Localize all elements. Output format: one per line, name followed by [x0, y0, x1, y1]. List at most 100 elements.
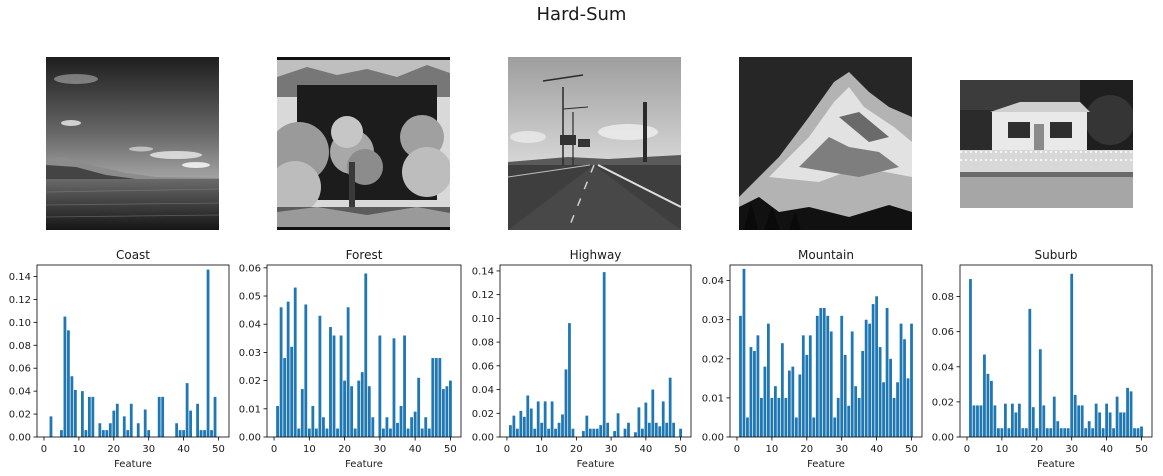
mountain-bar-29 — [836, 397, 840, 437]
mountain-bar-33 — [850, 331, 854, 437]
forest-chart: Forest 0 10 20 30 40 50 0.00 0.01 0.02 0.03 0.04 0.0… — [239, 248, 462, 470]
highway-bar-50 — [679, 428, 682, 437]
suburb-bar-13 — [1010, 403, 1014, 437]
highway-bar-14 — [554, 428, 557, 437]
mountain-bar-38 — [868, 323, 872, 437]
suburb-bar-36 — [1091, 428, 1095, 437]
mountain-xtick-label-20: 20 — [800, 444, 813, 455]
forest-bar-49 — [445, 386, 449, 437]
highway-ytick-label-0: 0.00 — [472, 433, 494, 444]
mountain-bar-19 — [801, 335, 805, 437]
coast-ytick-label-1: 0.02 — [9, 410, 31, 421]
coast-xtick-label-20: 20 — [107, 444, 120, 455]
suburb-bar-45 — [1122, 412, 1126, 437]
suburb-bar-34 — [1084, 428, 1088, 437]
suburb-bar-40 — [1105, 403, 1109, 437]
forest-bar-46 — [434, 358, 438, 437]
suburb-bar-50 — [1140, 426, 1143, 437]
highway-bar-28 — [602, 272, 606, 437]
mountain-bar-44 — [889, 358, 892, 437]
coast-ytick-label-0: 0.00 — [9, 433, 31, 444]
mountain-bar-3 — [746, 417, 749, 437]
suburb-bar-48 — [1133, 428, 1136, 437]
coast-ytick-label-6: 0.12 — [9, 295, 31, 306]
mountain-bar-23 — [815, 315, 819, 437]
coast-bar-9 — [74, 389, 77, 437]
highway-xtick-label-10: 10 — [535, 444, 548, 455]
highway-bar-9 — [536, 401, 540, 437]
coast-bar-29 — [143, 409, 147, 437]
forest-bar-8 — [300, 389, 304, 437]
forest-xtick-label-30: 30 — [374, 444, 387, 455]
forest-bar-39 — [410, 417, 414, 437]
forest-bar-22 — [350, 386, 354, 437]
highway-bar-42 — [651, 389, 655, 437]
forest-bar-5 — [290, 346, 294, 437]
mountain-bar-32 — [847, 405, 851, 437]
forest-bar-47 — [438, 358, 442, 437]
suburb-xtick-label-50: 50 — [1135, 444, 1148, 455]
mountain-bar-34 — [854, 386, 858, 437]
coast-xtick-label-30: 30 — [142, 444, 155, 455]
coast-bar-16 — [98, 423, 102, 437]
highway-bar-40 — [644, 402, 648, 437]
coast-bar-27 — [136, 423, 140, 437]
coast-ytick-label-2: 0.04 — [9, 387, 31, 398]
mountain-bar-17 — [794, 417, 798, 437]
mountain-bar-12 — [777, 397, 781, 437]
coast-xtick-label-40: 40 — [177, 444, 190, 455]
suburb-xlabel: Feature — [1037, 459, 1075, 470]
mountain-bar-21 — [808, 335, 812, 437]
mountain-bar-45 — [892, 397, 896, 437]
coast-axes-frame — [36, 264, 230, 438]
forest-bar-48 — [441, 389, 445, 437]
coast-xtick-label-0: 0 — [41, 444, 47, 455]
coast-bar-40 — [182, 430, 186, 437]
mountain-ytick-label-0: 0.00 — [702, 433, 724, 444]
highway-bar-31 — [613, 431, 616, 437]
mountain-axes-frame — [729, 264, 923, 438]
coast-ytick-label-4: 0.08 — [9, 341, 31, 352]
highway-bar-18 — [568, 323, 571, 437]
forest-bar-45 — [431, 358, 435, 437]
suburb-bar-3 — [976, 405, 979, 437]
highway-ytick-label-1: 0.02 — [472, 409, 494, 420]
mountain-ytick-label-3: 0.03 — [702, 315, 724, 326]
coast-bar-13 — [87, 396, 91, 437]
mountain-bar-15 — [787, 370, 791, 437]
suburb-bar-49 — [1136, 428, 1140, 437]
highway-ytick-label-3: 0.06 — [472, 361, 494, 372]
suburb-bar-29 — [1066, 428, 1070, 437]
highway-bar-19 — [571, 428, 575, 437]
forest-ytick-label-4: 0.04 — [239, 320, 261, 331]
coast-ytick-label-7: 0.14 — [9, 272, 31, 283]
forest-bar-43 — [424, 417, 428, 437]
suburb-bar-9 — [997, 428, 1000, 437]
highway-bar-29 — [606, 422, 610, 437]
highway-bar-41 — [647, 422, 651, 437]
suburb-bar-4 — [979, 405, 983, 437]
highway-bar-4 — [519, 410, 523, 437]
suburb-bar-8 — [993, 405, 997, 437]
suburb-bar-37 — [1094, 403, 1098, 437]
forest-bar-30 — [378, 335, 382, 437]
forest-bar-42 — [420, 428, 424, 437]
coast-bar-17 — [101, 430, 105, 437]
highway-ytick-label-6: 0.12 — [472, 290, 494, 301]
forest-bar-40 — [413, 411, 417, 437]
forest-bar-31 — [381, 428, 385, 437]
coast-bar-38 — [175, 423, 179, 437]
forest-bar-18 — [336, 428, 339, 437]
mountain-bar-8 — [763, 366, 767, 437]
suburb-ytick-label-2: 0.04 — [932, 362, 954, 373]
highway-ytick-label-5: 0.10 — [472, 314, 494, 325]
mountain-bar-28 — [833, 417, 837, 437]
coast-bar-6 — [63, 316, 67, 437]
suburb-bar-6 — [986, 373, 990, 437]
forest-xtick-label-50: 50 — [444, 444, 457, 455]
coast-chart-title: Coast — [116, 248, 150, 262]
highway-bar-32 — [616, 413, 620, 437]
highway-ytick-label-2: 0.04 — [472, 385, 494, 396]
forest-bar-36 — [399, 405, 403, 437]
suburb-bar-47 — [1129, 391, 1133, 437]
